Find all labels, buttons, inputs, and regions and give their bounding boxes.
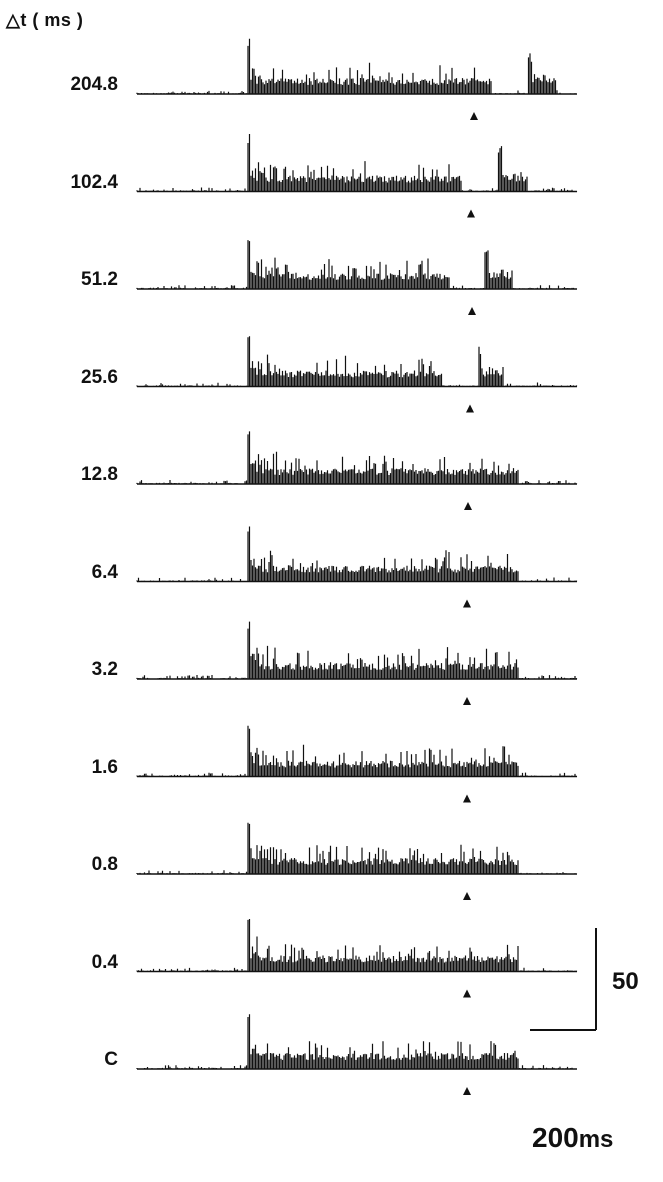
stimulus-marker-triangle — [463, 892, 471, 900]
scale-bar-horizontal-label: 200ms — [532, 1122, 613, 1154]
stimulus-marker-triangle — [463, 599, 471, 608]
row-label: 1.6 — [91, 756, 118, 778]
histogram-trace — [136, 431, 578, 485]
histogram-trace — [136, 822, 578, 875]
histogram-trace — [136, 38, 577, 95]
histogram-bins — [136, 725, 578, 777]
row-label: 12.8 — [81, 464, 118, 485]
histogram-bins — [136, 1014, 576, 1069]
histogram-bins — [136, 134, 578, 192]
histogram-bins — [136, 919, 578, 972]
histogram-trace — [136, 1014, 577, 1070]
stimulus-marker-triangle — [463, 794, 471, 803]
stimulus-marker-triangle — [463, 1087, 471, 1095]
histogram-bins — [136, 336, 578, 387]
histogram-trace — [136, 240, 578, 290]
row-label: 102.4 — [70, 171, 118, 193]
delta-t-axis-header: △t ( ms ) — [6, 10, 84, 30]
row-label: 0.4 — [91, 951, 118, 973]
histogram-trace — [136, 134, 578, 193]
histogram-bins — [136, 621, 578, 679]
row-label: 51.2 — [81, 269, 118, 290]
scale-bar-horizontal-value: 200 — [532, 1122, 579, 1153]
histogram-trace — [136, 621, 578, 680]
histogram-bins — [136, 526, 578, 582]
stimulus-marker-triangle — [468, 307, 476, 315]
stimulus-marker-triangle — [464, 502, 472, 510]
row-label: 6.4 — [91, 561, 118, 583]
scale-bar-vertical-label: 50 — [612, 968, 639, 995]
histogram-trace — [136, 725, 578, 778]
row-label: 25.6 — [81, 366, 118, 388]
stimulus-marker-triangle — [470, 112, 478, 120]
histogram-bins — [136, 38, 576, 94]
row-label: 0.8 — [91, 854, 118, 875]
stimulus-marker-triangle — [467, 209, 475, 218]
histogram-bins — [136, 431, 578, 484]
histogram-bins — [136, 822, 578, 874]
row-label: 204.8 — [70, 74, 118, 95]
row-label: 3.2 — [91, 659, 118, 680]
stimulus-marker-triangle — [463, 697, 471, 705]
histogram-trace — [136, 526, 578, 583]
histogram-trace — [136, 336, 578, 388]
scale-bar-horizontal-unit: ms — [578, 1126, 614, 1153]
stimulus-marker-triangle — [466, 404, 474, 413]
histogram-trace — [136, 919, 578, 973]
stimulus-marker-triangle — [463, 989, 471, 998]
histogram-bins — [136, 240, 578, 289]
row-label: C — [104, 1049, 118, 1070]
